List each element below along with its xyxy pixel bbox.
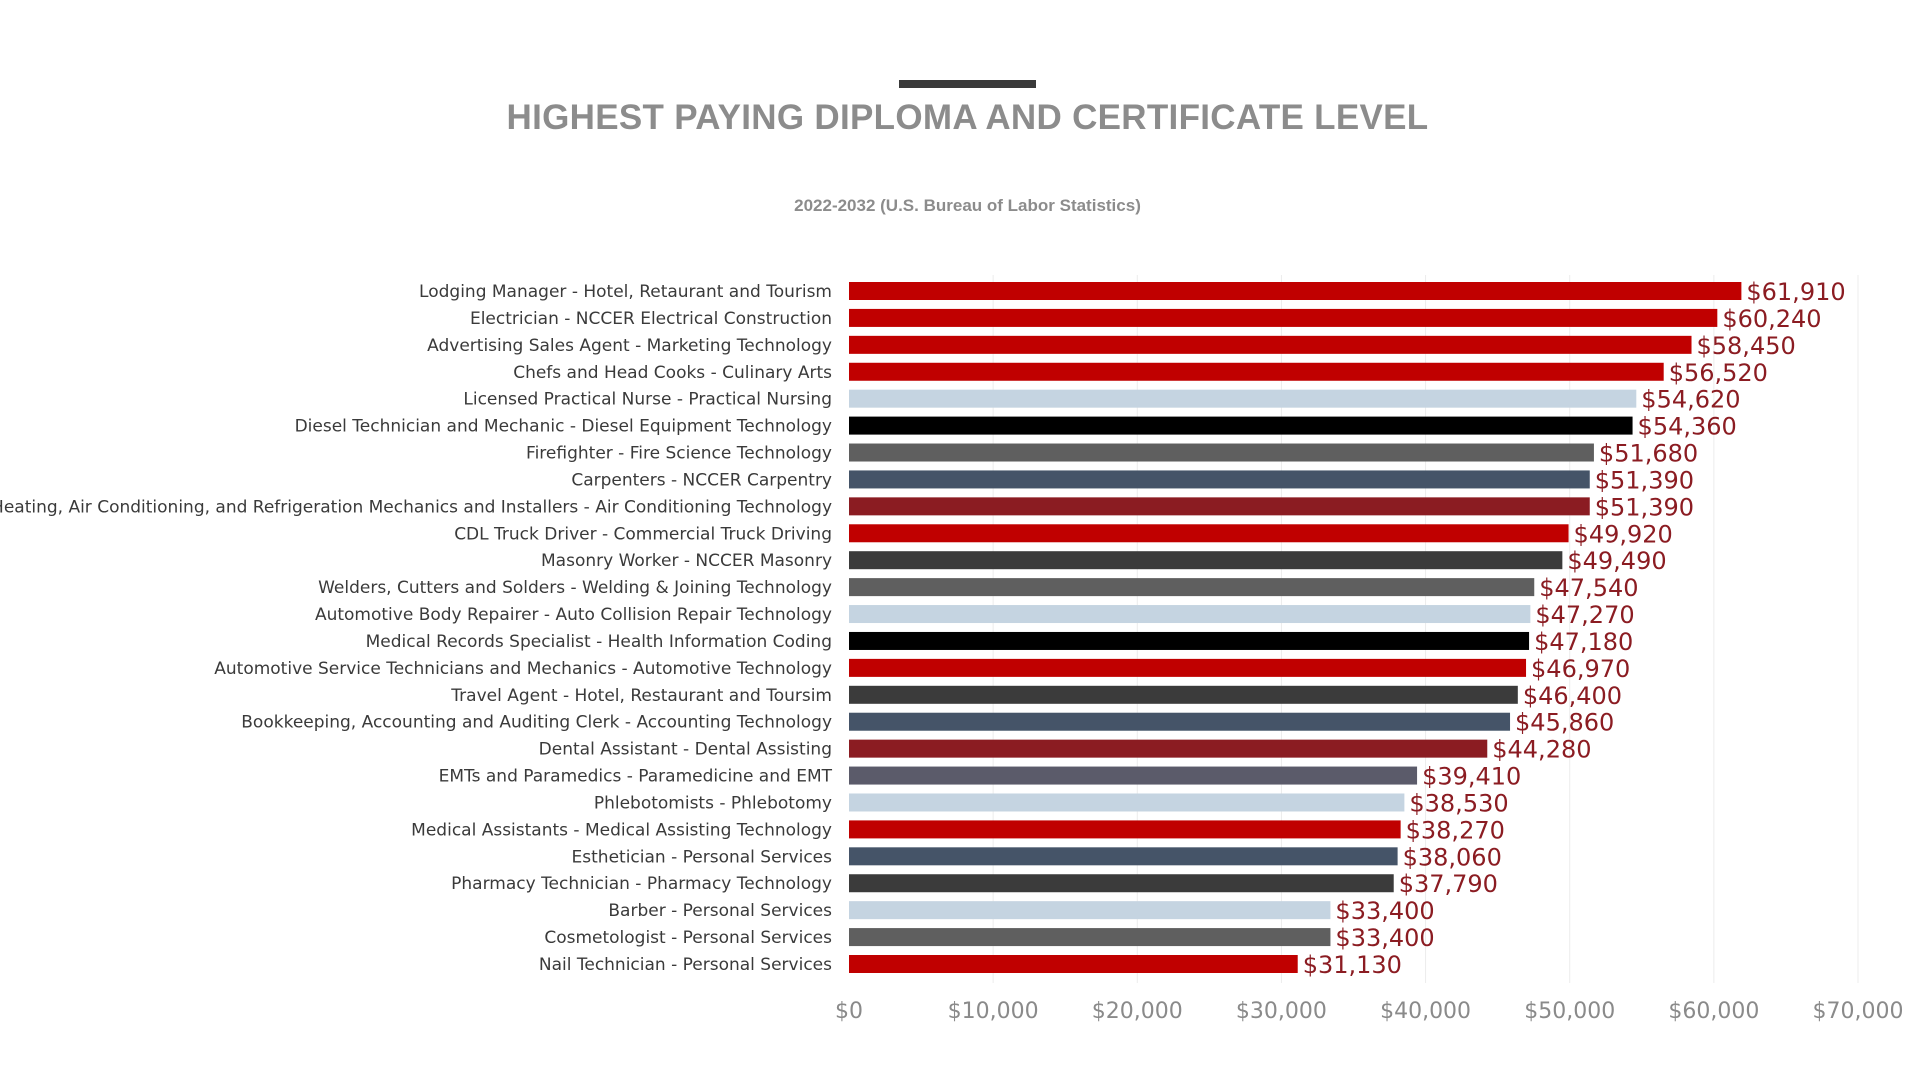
bar [849, 820, 1401, 839]
bar [849, 605, 1531, 624]
value-label: $58,450 [1697, 332, 1796, 360]
value-label: $44,280 [1492, 736, 1591, 764]
bar [849, 362, 1664, 381]
value-label: $51,390 [1595, 493, 1694, 521]
category-label: Medical Assistants - Medical Assisting T… [411, 820, 832, 840]
category-label: Nail Technician - Personal Services [539, 955, 832, 975]
category-label: Bookkeeping, Accounting and Auditing Cle… [241, 713, 832, 733]
x-tick-label: $70,000 [1813, 999, 1904, 1024]
bar [849, 551, 1563, 570]
category-label: Licensed Practical Nurse - Practical Nur… [463, 390, 832, 410]
category-label: Carpenters - NCCER Carpentry [571, 470, 832, 490]
value-label: $38,270 [1406, 816, 1505, 844]
bar [849, 497, 1590, 516]
bar [849, 631, 1530, 650]
bar [849, 955, 1298, 973]
category-label: Phlebotomists - Phlebotomy [594, 793, 832, 813]
bar [849, 739, 1488, 758]
bar [849, 874, 1394, 893]
x-tick-label: $0 [835, 999, 863, 1024]
category-label: Diesel Technician and Mechanic - Diesel … [295, 417, 832, 437]
title-rule [899, 80, 1036, 88]
value-label: $45,860 [1515, 709, 1614, 737]
value-labels: $61,910$60,240$58,450$56,520$54,620$54,3… [1303, 278, 1846, 979]
x-tick-label: $60,000 [1668, 999, 1759, 1024]
bar [849, 847, 1398, 866]
value-label: $33,400 [1335, 924, 1434, 952]
bar [849, 470, 1590, 489]
value-label: $61,910 [1746, 278, 1845, 306]
bar [849, 766, 1418, 785]
category-label: CDL Truck Driver - Commercial Truck Driv… [454, 524, 832, 544]
category-label: Chefs and Head Cooks - Culinary Arts [513, 363, 832, 383]
value-label: $47,540 [1539, 574, 1638, 602]
value-label: $49,920 [1574, 520, 1673, 548]
bar [849, 282, 1742, 300]
bar [849, 685, 1518, 704]
x-tick-label: $50,000 [1524, 999, 1615, 1024]
category-label: Advertising Sales Agent - Marketing Tech… [427, 336, 832, 356]
bar [849, 901, 1331, 920]
x-tick-label: $20,000 [1092, 999, 1183, 1024]
category-label: Esthetician - Personal Services [572, 847, 833, 867]
category-label: Electrician - NCCER Electrical Construct… [470, 309, 832, 329]
value-label: $54,360 [1638, 413, 1737, 441]
bar [849, 416, 1633, 435]
category-label: Masonry Worker - NCCER Masonry [541, 551, 832, 571]
value-label: $51,680 [1599, 440, 1698, 468]
value-label: $31,130 [1303, 951, 1402, 979]
bar [849, 658, 1527, 677]
value-label: $37,790 [1399, 870, 1498, 898]
category-label: Firefighter - Fire Science Technology [526, 444, 832, 464]
x-tick-label: $30,000 [1236, 999, 1327, 1024]
bar [849, 443, 1594, 462]
category-label: Automotive Service Technicians and Mecha… [214, 659, 832, 679]
bar [849, 712, 1511, 731]
value-label: $49,490 [1567, 547, 1666, 575]
category-label: Barber - Personal Services [608, 901, 832, 921]
bar [849, 308, 1718, 327]
value-label: $56,520 [1669, 359, 1768, 387]
x-tick-label: $40,000 [1380, 999, 1471, 1024]
category-label: Heating, Air Conditioning, and Refrigera… [0, 497, 832, 517]
bar [849, 793, 1405, 812]
category-label: Welders, Cutters and Solders - Welding &… [318, 578, 832, 598]
bar [849, 335, 1692, 354]
bar [849, 928, 1331, 947]
value-label: $46,400 [1523, 682, 1622, 710]
category-label: Dental Assistant - Dental Assisting [539, 740, 832, 760]
category-label: Lodging Manager - Hotel, Retaurant and T… [419, 282, 832, 302]
x-axis-tick-labels: $0 $10,000 $20,000 $30,000 $40,000 $50,000 $60… [835, 999, 1903, 1024]
bar [849, 389, 1637, 408]
category-label: EMTs and Paramedics - Paramedicine and E… [439, 767, 833, 787]
chart-subtitle: 2022-2032 (U.S. Bureau of Labor Statisti… [794, 196, 1141, 215]
category-label: Travel Agent - Hotel, Restaurant and Tou… [450, 686, 832, 706]
category-label: Cosmetologist - Personal Services [544, 928, 832, 948]
category-labels: Lodging Manager - Hotel, Retaurant and T… [0, 282, 833, 975]
x-tick-label: $10,000 [948, 999, 1039, 1024]
value-label: $46,970 [1531, 655, 1630, 683]
bars [849, 282, 1742, 973]
value-label: $38,060 [1403, 843, 1502, 871]
value-label: $47,180 [1534, 628, 1633, 656]
value-label: $39,410 [1422, 763, 1521, 791]
value-label: $54,620 [1641, 386, 1740, 414]
bar [849, 524, 1569, 543]
category-label: Pharmacy Technician - Pharmacy Technolog… [451, 874, 832, 894]
category-label: Automotive Body Repairer - Auto Collisio… [315, 605, 832, 625]
bar [849, 578, 1535, 597]
chart-title: HIGHEST PAYING DIPLOMA AND CERTIFICATE L… [506, 98, 1429, 137]
value-label: $60,240 [1722, 305, 1821, 333]
value-label: $38,530 [1409, 789, 1508, 817]
value-label: $33,400 [1335, 897, 1434, 925]
value-label: $47,270 [1535, 601, 1634, 629]
value-label: $51,390 [1595, 466, 1694, 494]
category-label: Medical Records Specialist - Health Info… [366, 632, 832, 652]
